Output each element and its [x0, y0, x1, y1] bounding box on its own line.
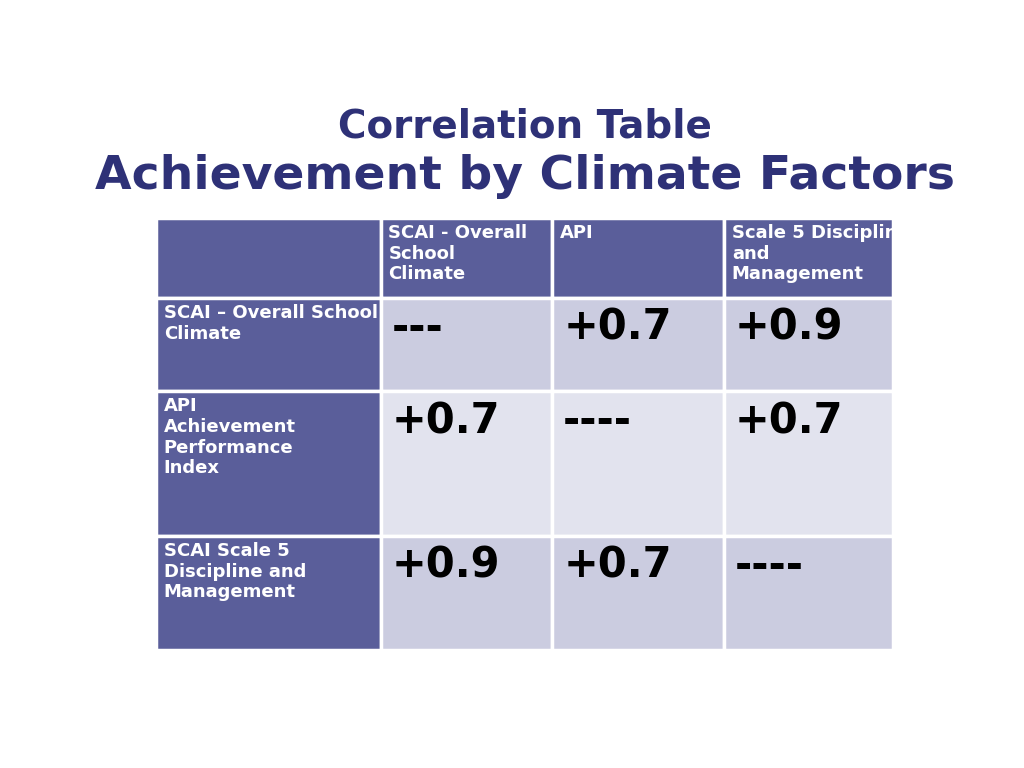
Text: SCAI – Overall School
Climate: SCAI – Overall School Climate — [164, 304, 378, 343]
Text: SCAI - Overall
School
Climate: SCAI - Overall School Climate — [388, 223, 527, 283]
Text: SCAI Scale 5
Discipline and
Management: SCAI Scale 5 Discipline and Management — [164, 542, 306, 601]
Bar — [724, 536, 893, 650]
Text: +0.7: +0.7 — [563, 545, 672, 587]
Text: +0.7: +0.7 — [391, 400, 500, 442]
Bar — [552, 536, 724, 650]
Text: ---: --- — [391, 307, 443, 349]
Bar — [156, 536, 381, 650]
Bar — [381, 536, 552, 650]
Bar — [552, 298, 724, 391]
Bar — [381, 217, 552, 298]
Bar — [724, 298, 893, 391]
Text: ----: ---- — [735, 545, 804, 587]
Bar — [724, 391, 893, 536]
Text: +0.9: +0.9 — [735, 307, 844, 349]
Bar — [381, 298, 552, 391]
Text: API
Achievement
Performance
Index: API Achievement Performance Index — [164, 397, 296, 478]
Text: Correlation Table: Correlation Table — [338, 108, 712, 146]
Bar — [552, 217, 724, 298]
Bar — [381, 391, 552, 536]
Bar — [724, 217, 893, 298]
Bar — [156, 298, 381, 391]
Bar — [156, 217, 381, 298]
Bar — [552, 391, 724, 536]
Text: +0.7: +0.7 — [563, 307, 672, 349]
Bar — [156, 391, 381, 536]
Text: Scale 5 Discipline
and
Management: Scale 5 Discipline and Management — [732, 223, 909, 283]
Text: Achievement by Climate Factors: Achievement by Climate Factors — [95, 154, 954, 200]
Text: +0.7: +0.7 — [735, 400, 844, 442]
Text: API: API — [560, 223, 594, 242]
Text: ----: ---- — [563, 400, 632, 442]
Text: +0.9: +0.9 — [391, 545, 500, 587]
